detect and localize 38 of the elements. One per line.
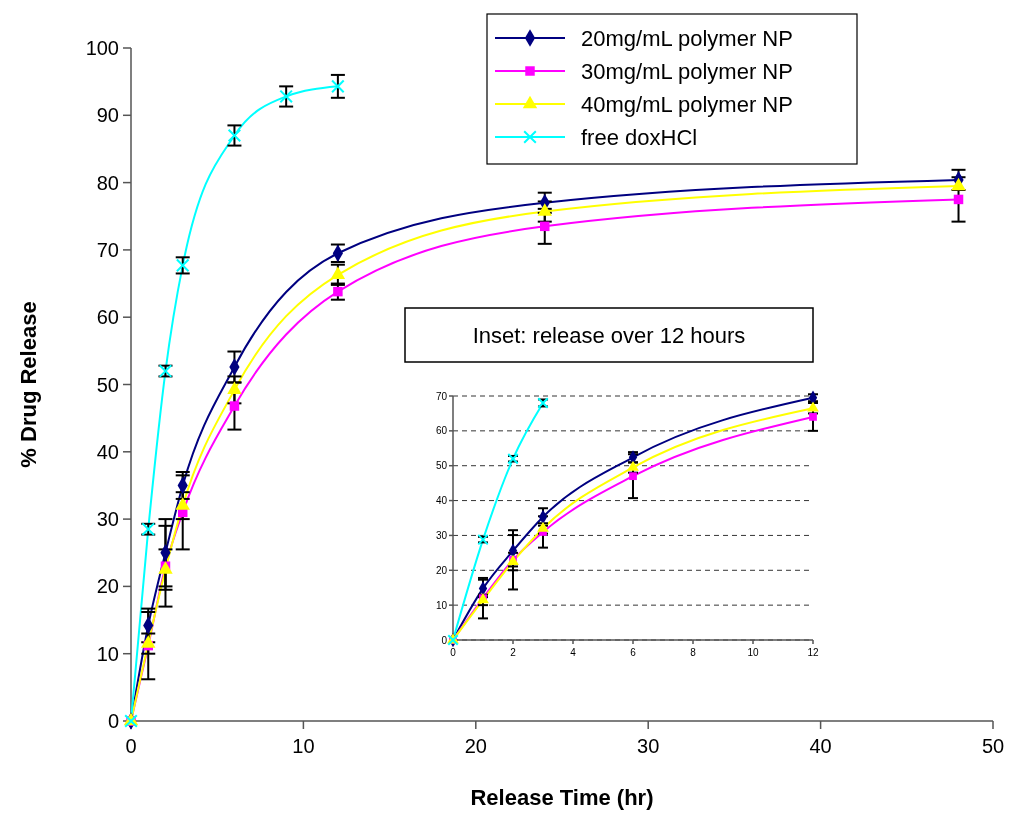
y-tick-label: 70	[435, 390, 448, 402]
x-tick-label: 2	[510, 647, 517, 658]
x-tick-label: 0	[450, 647, 457, 658]
legend-label: 20mg/mL polymer NP	[581, 25, 793, 51]
x-tick-label: 0	[125, 735, 137, 757]
x-tick-label: 20	[464, 735, 487, 757]
y-tick-label: 40	[96, 440, 119, 463]
x-tick-label: 8	[690, 647, 697, 658]
y-tick-label: 30	[96, 508, 119, 531]
legend-label: free doxHCl	[581, 124, 698, 150]
y-axis-title: % Drug Release	[16, 301, 41, 468]
y-tick-label: 30	[435, 529, 448, 541]
y-tick-label: 60	[96, 306, 119, 329]
y-tick-label: 20	[96, 575, 119, 598]
y-tick-label: 100	[85, 37, 119, 59]
x-tick-label: 12	[807, 647, 819, 658]
y-tick-label: 80	[96, 171, 119, 194]
legend-label: 40mg/mL polymer NP	[581, 91, 793, 117]
y-tick-label: 0	[107, 710, 119, 732]
x-tick-label: 6	[630, 647, 637, 658]
y-tick-label: 40	[435, 495, 448, 507]
x-tick-label: 40	[809, 735, 832, 757]
y-tick-label: 90	[96, 104, 119, 127]
y-tick-label: 60	[435, 425, 448, 437]
y-tick-label: 20	[435, 564, 448, 576]
x-tick-label: 50	[981, 735, 1005, 757]
x-tick-label: 30	[637, 735, 660, 757]
x-tick-label: 4	[570, 647, 577, 658]
y-tick-label: 50	[435, 460, 448, 472]
y-tick-label: 50	[96, 373, 119, 396]
x-axis-title: Release Time (hr)	[470, 785, 654, 810]
x-tick-label: 10	[747, 647, 759, 658]
legend-label: 30mg/mL polymer NP	[581, 58, 793, 84]
y-tick-label: 70	[96, 238, 119, 261]
y-tick-label: 0	[441, 634, 448, 646]
x-tick-label: 10	[292, 735, 315, 757]
y-tick-label: 10	[435, 599, 448, 611]
chart-title: Inset: release over 12 hours	[472, 323, 746, 348]
